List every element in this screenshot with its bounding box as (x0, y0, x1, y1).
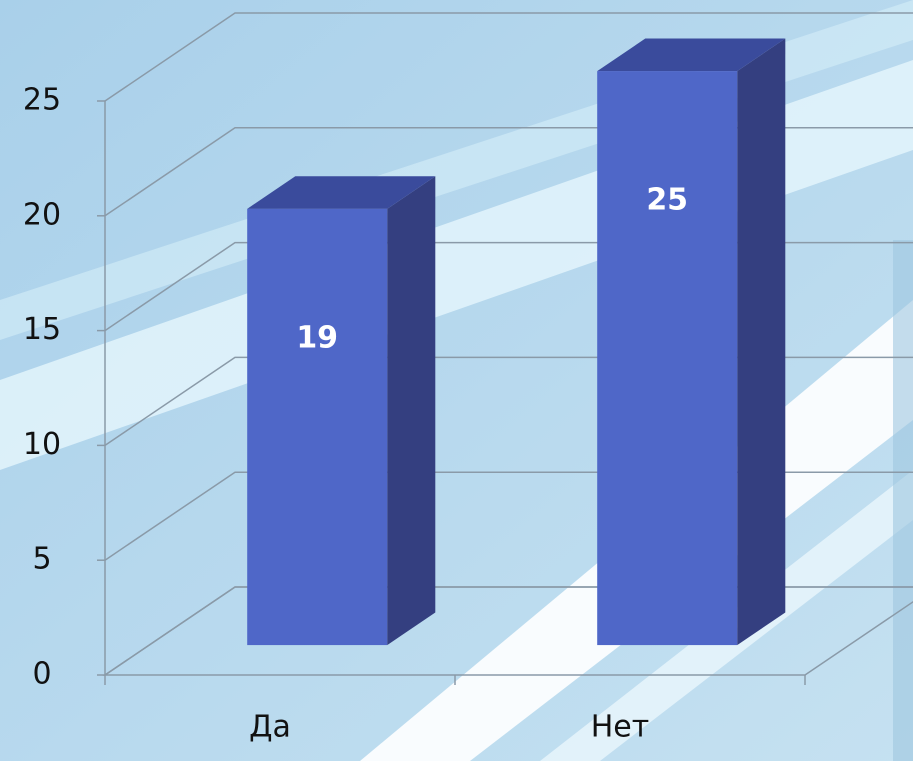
data-label: 25 (646, 183, 688, 218)
bar-top (597, 38, 786, 72)
bar-top (247, 176, 436, 209)
y-tick-label: 10 (23, 427, 61, 462)
y-tick-label: 5 (32, 542, 51, 577)
bar-side (737, 38, 786, 646)
x-tick-label: Да (249, 710, 291, 745)
bar-side (387, 176, 436, 646)
data-label: 19 (296, 320, 338, 355)
y-tick-label: 25 (23, 83, 61, 118)
x-tick-label: Нет (591, 710, 650, 745)
grid-line (104, 12, 913, 102)
y-tick-label: 15 (23, 312, 61, 347)
bar (247, 208, 388, 646)
y-tick-label: 0 (32, 657, 51, 692)
edge (893, 240, 913, 761)
bar (597, 71, 738, 646)
y-tick-label: 20 (23, 197, 61, 232)
